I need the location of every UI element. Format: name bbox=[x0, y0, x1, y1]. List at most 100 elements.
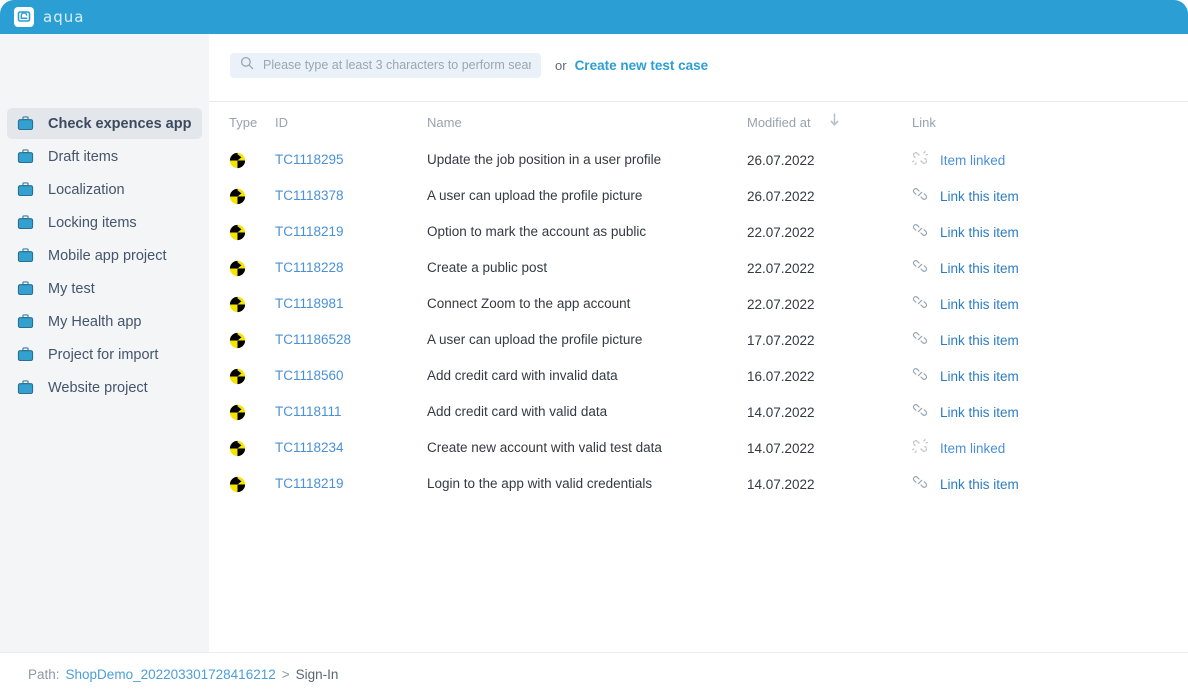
toolbar-divider bbox=[209, 101, 1188, 102]
search-icon bbox=[240, 56, 254, 75]
test-case-id-link[interactable]: TC1118560 bbox=[275, 368, 344, 383]
test-case-id-link[interactable]: TC1118295 bbox=[275, 152, 344, 167]
link-icon[interactable] bbox=[912, 186, 928, 207]
link-icon[interactable] bbox=[912, 222, 928, 243]
test-case-icon bbox=[219, 188, 275, 205]
sidebar-item-my-test[interactable]: My test bbox=[7, 273, 202, 304]
link-icon[interactable] bbox=[912, 474, 928, 495]
table-row[interactable]: TC11186528 A user can upload the profile … bbox=[219, 322, 1188, 358]
link-this-item-button[interactable]: Link this item bbox=[940, 296, 1019, 312]
test-case-id-link[interactable]: TC1118219 bbox=[275, 476, 344, 491]
search-box[interactable] bbox=[230, 52, 541, 78]
main-content: or Create new test case Type ID Name Mod… bbox=[209, 34, 1188, 652]
link-this-item-button[interactable]: Link this item bbox=[940, 404, 1019, 420]
test-case-icon bbox=[219, 260, 275, 277]
test-case-id-link[interactable]: TC1118228 bbox=[275, 260, 344, 275]
modified-at-value: 22.07.2022 bbox=[747, 296, 815, 312]
item-linked-label[interactable]: Item linked bbox=[940, 152, 1006, 168]
briefcase-icon bbox=[17, 346, 36, 363]
link-icon[interactable] bbox=[912, 258, 928, 279]
project-sidebar: Check expences app Draft items Localizatio… bbox=[0, 34, 209, 652]
table-row[interactable]: TC1118234 Create new account with valid t… bbox=[219, 430, 1188, 466]
path-separator: > bbox=[281, 666, 290, 682]
path-root-link[interactable]: ShopDemo_202203301728416212 bbox=[65, 666, 276, 682]
test-case-name: Connect Zoom to the app account bbox=[427, 296, 631, 311]
test-case-name: Login to the app with valid credentials bbox=[427, 476, 653, 491]
test-case-id-link[interactable]: TC1118981 bbox=[275, 296, 344, 311]
link-this-item-button[interactable]: Link this item bbox=[940, 260, 1019, 276]
test-case-name: Update the job position in a user profil… bbox=[427, 152, 662, 167]
body-region: Check expences app Draft items Localizatio… bbox=[0, 34, 1188, 652]
test-case-icon bbox=[219, 476, 275, 493]
link-this-item-button[interactable]: Link this item bbox=[940, 368, 1019, 384]
link-this-item-button[interactable]: Link this item bbox=[940, 332, 1019, 348]
test-case-id-link[interactable]: TC1118234 bbox=[275, 440, 344, 455]
modified-at-value: 14.07.2022 bbox=[747, 440, 815, 456]
broken-link-icon[interactable] bbox=[911, 150, 929, 171]
path-footer: Path: ShopDemo_202203301728416212 > Sign… bbox=[0, 652, 1188, 695]
sidebar-item-label: My test bbox=[48, 280, 95, 297]
briefcase-icon bbox=[17, 115, 36, 132]
briefcase-icon bbox=[17, 148, 36, 165]
create-new-test-case-link[interactable]: Create new test case bbox=[574, 57, 709, 73]
test-case-id-link[interactable]: TC1118378 bbox=[275, 188, 344, 203]
test-case-name: Create new account with valid test data bbox=[427, 440, 662, 455]
sidebar-list: Check expences app Draft items Localizatio… bbox=[0, 108, 209, 403]
test-case-table: Type ID Name Modified at Link bbox=[209, 102, 1188, 502]
link-this-item-button[interactable]: Link this item bbox=[940, 188, 1019, 204]
briefcase-icon bbox=[17, 313, 36, 330]
test-case-name: Option to mark the account as public bbox=[427, 224, 647, 239]
modified-at-value: 22.07.2022 bbox=[747, 260, 815, 276]
column-header-modified-at[interactable]: Modified at bbox=[747, 114, 811, 130]
test-case-name: Add credit card with valid data bbox=[427, 404, 608, 419]
briefcase-icon bbox=[17, 181, 36, 198]
search-toolbar: or Create new test case bbox=[209, 34, 1188, 82]
sidebar-item-label: Check expences app bbox=[48, 115, 192, 132]
test-case-id-link[interactable]: TC11186528 bbox=[275, 332, 352, 347]
test-case-name: Add credit card with invalid data bbox=[427, 368, 618, 383]
modified-at-value: 26.07.2022 bbox=[747, 152, 815, 168]
table-row[interactable]: TC1118981 Connect Zoom to the app account… bbox=[219, 286, 1188, 322]
table-row[interactable]: TC1118560 Add credit card with invalid da… bbox=[219, 358, 1188, 394]
path-label: Path: bbox=[28, 666, 60, 682]
sidebar-item-my-health-app[interactable]: My Health app bbox=[7, 306, 202, 337]
item-linked-label[interactable]: Item linked bbox=[940, 440, 1006, 456]
sidebar-item-mobile-app-project[interactable]: Mobile app project bbox=[7, 240, 202, 271]
column-header-id[interactable]: ID bbox=[275, 114, 288, 130]
top-header-bar: aqua bbox=[0, 0, 1188, 34]
test-case-id-link[interactable]: TC1118111 bbox=[275, 404, 342, 419]
briefcase-icon bbox=[17, 280, 36, 297]
table-row[interactable]: TC1118219 Option to mark the account as p… bbox=[219, 214, 1188, 250]
broken-link-icon[interactable] bbox=[911, 438, 929, 459]
table-row[interactable]: TC1118378 A user can upload the profile p… bbox=[219, 178, 1188, 214]
table-row[interactable]: TC1118295 Update the job position in a us… bbox=[219, 142, 1188, 178]
link-icon[interactable] bbox=[912, 330, 928, 351]
sidebar-item-website-project[interactable]: Website project bbox=[7, 372, 202, 403]
sidebar-item-locking-items[interactable]: Locking items bbox=[7, 207, 202, 238]
sidebar-item-draft-items[interactable]: Draft items bbox=[7, 141, 202, 172]
brand-logo[interactable]: aqua bbox=[14, 7, 84, 27]
sidebar-item-project-for-import[interactable]: Project for import bbox=[7, 339, 202, 370]
sidebar-item-label: My Health app bbox=[48, 313, 142, 330]
link-icon[interactable] bbox=[912, 294, 928, 315]
sort-arrow-down-icon[interactable] bbox=[829, 112, 840, 132]
table-row[interactable]: TC1118111 Add credit card with valid data… bbox=[219, 394, 1188, 430]
modified-at-value: 22.07.2022 bbox=[747, 224, 815, 240]
sidebar-item-label: Project for import bbox=[48, 346, 159, 363]
sidebar-item-check-expences-app[interactable]: Check expences app bbox=[7, 108, 202, 139]
link-icon[interactable] bbox=[912, 366, 928, 387]
link-icon[interactable] bbox=[912, 402, 928, 423]
link-this-item-button[interactable]: Link this item bbox=[940, 224, 1019, 240]
column-header-name[interactable]: Name bbox=[427, 114, 462, 130]
brand-name: aqua bbox=[43, 8, 85, 26]
table-row[interactable]: TC1118228 Create a public post 22.07.2022 L… bbox=[219, 250, 1188, 286]
test-case-icon bbox=[219, 224, 275, 241]
search-input[interactable] bbox=[263, 58, 531, 72]
test-case-icon bbox=[219, 296, 275, 313]
test-case-id-link[interactable]: TC1118219 bbox=[275, 224, 344, 239]
table-row[interactable]: TC1118219 Login to the app with valid cre… bbox=[219, 466, 1188, 502]
modified-at-value: 14.07.2022 bbox=[747, 476, 815, 492]
link-this-item-button[interactable]: Link this item bbox=[940, 476, 1019, 492]
sidebar-item-localization[interactable]: Localization bbox=[7, 174, 202, 205]
test-case-icon bbox=[219, 332, 275, 349]
